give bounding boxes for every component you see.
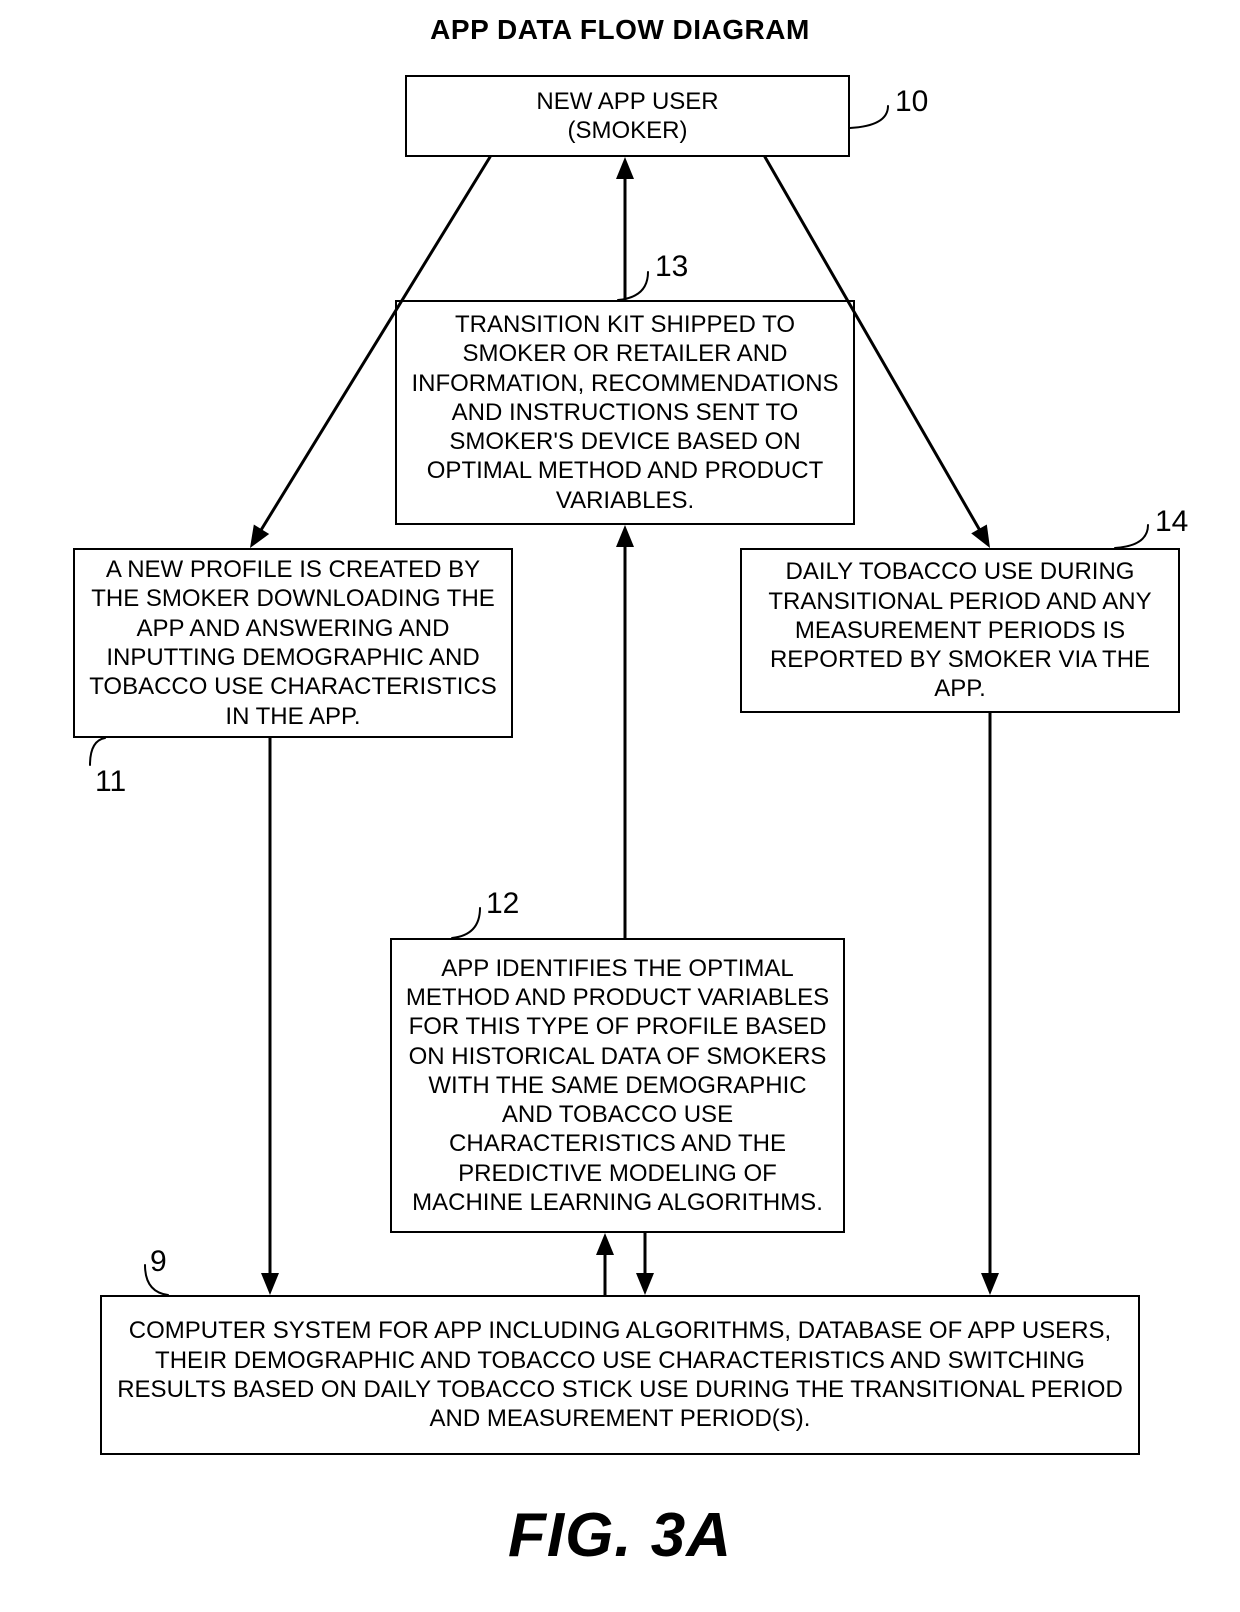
diagram-title: APP DATA FLOW DIAGRAM bbox=[0, 14, 1240, 46]
diagram-stage: APP DATA FLOW DIAGRAM NEW APP USER(SMOKE… bbox=[0, 0, 1240, 1612]
node-new-app-user: NEW APP USER(SMOKER) bbox=[405, 75, 850, 157]
node-label: NEW APP USER(SMOKER) bbox=[536, 87, 718, 146]
figure-caption: FIG. 3A bbox=[0, 1500, 1240, 1571]
ref-label-12: 12 bbox=[486, 887, 519, 921]
ref-label-10: 10 bbox=[895, 85, 928, 119]
ref-label-9: 9 bbox=[150, 1245, 167, 1279]
ref-label-11: 11 bbox=[95, 765, 126, 799]
node-label: DAILY TOBACCO USE DURING TRANSITIONAL PE… bbox=[752, 557, 1168, 703]
node-computer-system: COMPUTER SYSTEM FOR APP INCLUDING ALGORI… bbox=[100, 1295, 1140, 1455]
node-label: TRANSITION KIT SHIPPED TO SMOKER OR RETA… bbox=[407, 310, 843, 515]
node-new-profile: A NEW PROFILE IS CREATED BY THE SMOKER D… bbox=[73, 548, 513, 738]
node-label: A NEW PROFILE IS CREATED BY THE SMOKER D… bbox=[85, 555, 501, 731]
node-app-identifies: APP IDENTIFIES THE OPTIMAL METHOD AND PR… bbox=[390, 938, 845, 1233]
ref-label-14: 14 bbox=[1155, 505, 1188, 539]
node-label: COMPUTER SYSTEM FOR APP INCLUDING ALGORI… bbox=[112, 1316, 1128, 1433]
node-label: APP IDENTIFIES THE OPTIMAL METHOD AND PR… bbox=[402, 954, 833, 1217]
node-transition-kit: TRANSITION KIT SHIPPED TO SMOKER OR RETA… bbox=[395, 300, 855, 525]
node-daily-use-report: DAILY TOBACCO USE DURING TRANSITIONAL PE… bbox=[740, 548, 1180, 713]
ref-label-13: 13 bbox=[655, 250, 688, 284]
